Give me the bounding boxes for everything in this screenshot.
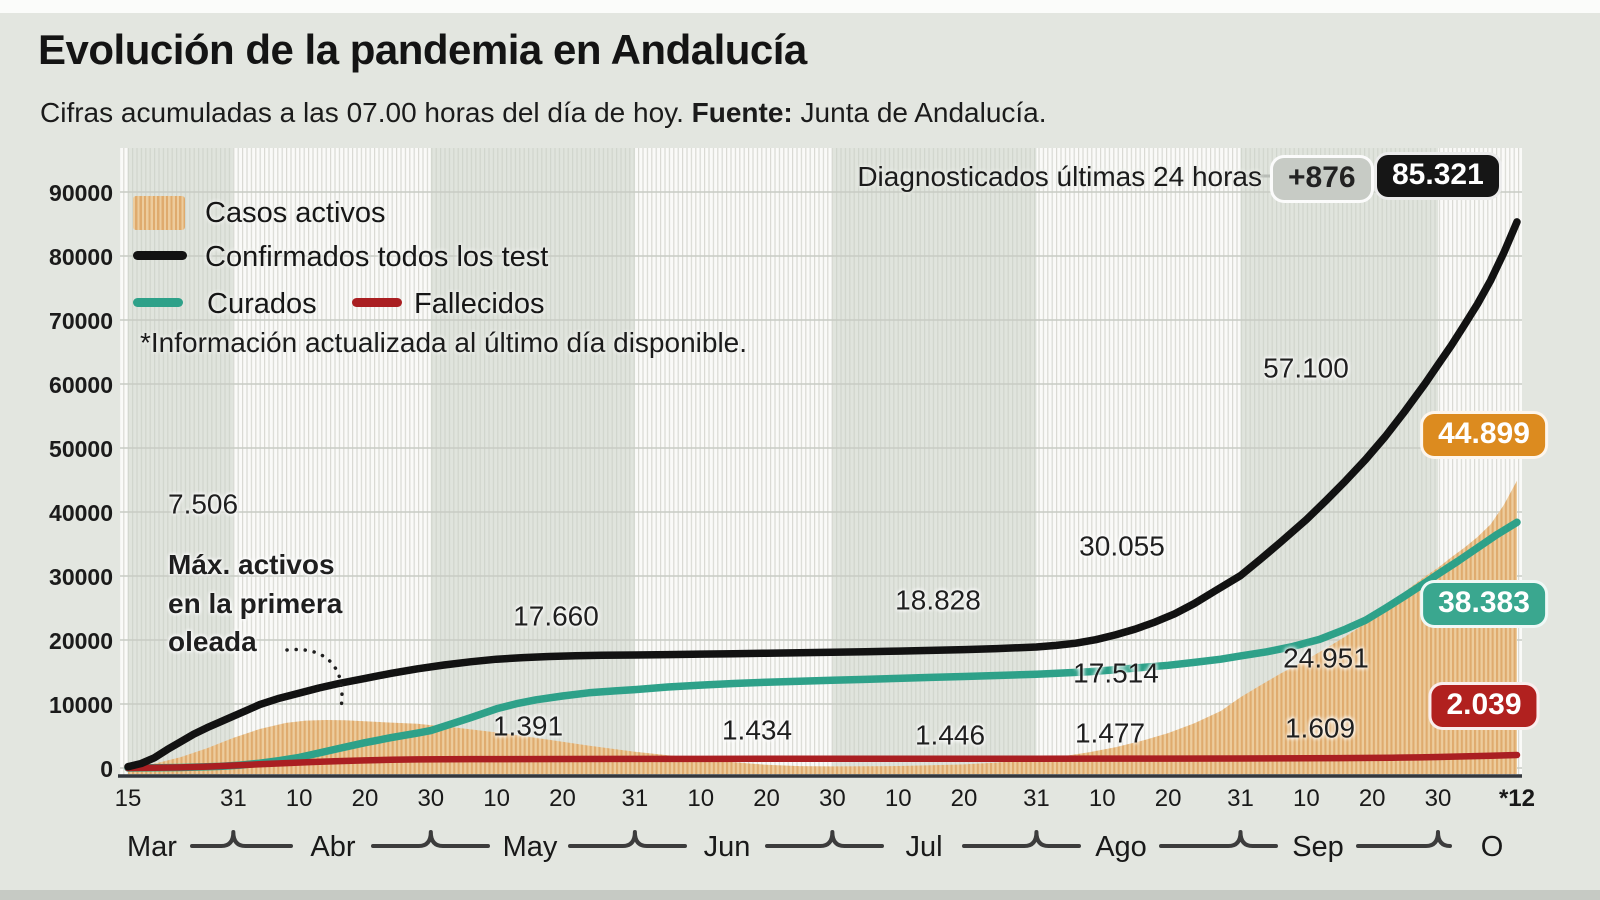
diagnosed-total-badge: 85.321 — [1374, 152, 1502, 200]
y-tick-label: 50000 — [49, 436, 113, 462]
x-tick-label-20: 20 — [1155, 785, 1182, 812]
x-tick-label-30: 30 — [819, 785, 846, 812]
month-label-jul: Jul — [905, 831, 942, 863]
legend-swatch-deceased — [352, 298, 402, 307]
data-note: *Información actualizada al último día d… — [140, 327, 748, 358]
y-tick-label: 90000 — [49, 180, 113, 206]
x-tick-label-10: 10 — [687, 785, 714, 812]
month-label-jun: Jun — [704, 831, 751, 863]
month-connector — [765, 830, 884, 848]
month-band-may — [430, 148, 635, 776]
month-band-jul — [832, 148, 1037, 776]
x-tick-label-30: 30 — [1425, 785, 1452, 812]
active-cases-area — [128, 480, 1517, 774]
x-tick-label-10: 10 — [1089, 785, 1116, 812]
legend-swatch-cured — [133, 298, 183, 307]
page-title: Evolución de la pandemia en Andalucía — [38, 26, 807, 73]
month-label-mar: Mar — [127, 831, 177, 863]
month-label-sep: Sep — [1292, 831, 1344, 863]
x-tick-label-10: 10 — [1293, 785, 1320, 812]
x-tick-label-31: 31 — [1023, 785, 1050, 812]
x-tick-label-12: *12 — [1499, 785, 1535, 812]
page-subtitle: Cifras acumuladas a las 07.00 horas del … — [40, 97, 1047, 129]
x-tick-label-20: 20 — [753, 785, 780, 812]
diagnosed-delta-badge: +876 — [1270, 155, 1374, 203]
month-connector — [190, 830, 293, 848]
x-tick-label-31: 31 — [220, 785, 247, 812]
x-tick-label-30: 30 — [417, 785, 444, 812]
month-connector — [1159, 830, 1278, 848]
month-connector — [962, 830, 1081, 848]
x-tick-label-31: 31 — [1227, 785, 1254, 812]
legend-swatch-confirmed — [133, 251, 187, 260]
bottom-strip — [0, 890, 1600, 900]
x-tick-label-10: 10 — [885, 785, 912, 812]
y-tick-label: 30000 — [49, 564, 113, 590]
x-tick-label-20: 20 — [951, 785, 978, 812]
y-tick-label: 20000 — [49, 628, 113, 654]
month-label-abr: Abr — [310, 831, 355, 863]
y-tick-label: 60000 — [49, 372, 113, 398]
legend-label-active-cases: Casos activos — [205, 197, 386, 229]
x-tick-label-20: 20 — [1359, 785, 1386, 812]
legend-label-confirmed: Confirmados todos los test — [205, 241, 549, 273]
diagnosed-label: Diagnosticados últimas 24 horas — [857, 161, 1262, 192]
x-tick-label-20: 20 — [352, 785, 379, 812]
top-strip — [0, 0, 1600, 13]
legend-label-cured: Curados — [207, 288, 317, 320]
month-label-o: O — [1481, 831, 1504, 863]
y-tick-label: 10000 — [49, 692, 113, 718]
y-tick-label: 70000 — [49, 308, 113, 334]
x-tick-label-31: 31 — [622, 785, 649, 812]
legend-label-deceased: Fallecidos — [414, 288, 545, 320]
annotation-leader-line — [285, 647, 344, 710]
legend-swatch-active-cases — [133, 196, 185, 230]
subtitle-source-label: Fuente: — [691, 97, 793, 128]
y-tick-label: 40000 — [49, 500, 113, 526]
subtitle-source-value: Junta de Andalucía. — [792, 97, 1047, 128]
y-tick-label: 80000 — [49, 244, 113, 270]
x-tick-label-15: 15 — [115, 785, 142, 812]
x-tick-label-10: 10 — [483, 785, 510, 812]
month-label-may: May — [503, 831, 558, 863]
x-tick-label-10: 10 — [286, 785, 313, 812]
subtitle-text: Cifras acumuladas a las 07.00 horas del … — [40, 97, 692, 128]
month-connector — [1356, 830, 1452, 848]
series-line-confirmados-todos-los-test — [124, 218, 1521, 771]
month-label-ago: Ago — [1095, 831, 1147, 863]
month-connector — [568, 830, 687, 848]
series-line-fallecidos — [124, 751, 1521, 772]
month-connector — [371, 830, 490, 848]
x-tick-label-20: 20 — [549, 785, 576, 812]
series-line-curados — [124, 518, 1521, 772]
y-tick-label: 0 — [100, 756, 113, 782]
